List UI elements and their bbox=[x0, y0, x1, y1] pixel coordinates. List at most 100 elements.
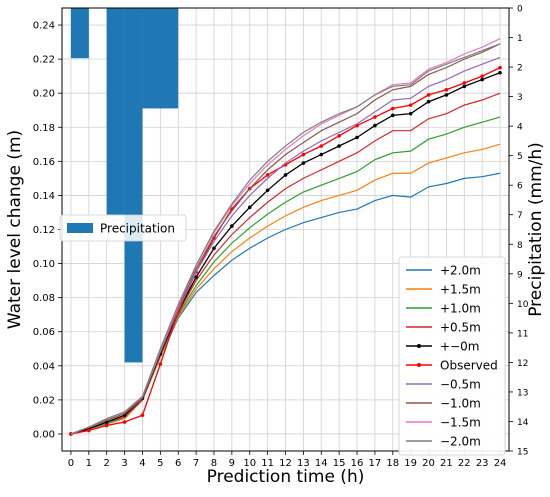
y2-tick-label: 13 bbox=[517, 388, 528, 398]
series-point bbox=[444, 93, 449, 97]
x-tick-label: 1 bbox=[86, 458, 92, 469]
series-point bbox=[373, 123, 377, 128]
y2-tick-label: 0 bbox=[517, 5, 523, 15]
precipitation-bar bbox=[70, 8, 89, 59]
series-point bbox=[444, 87, 449, 92]
series-point bbox=[265, 188, 270, 193]
y2-tick-label: 9 bbox=[517, 270, 523, 280]
y-tick-label: 0.20 bbox=[33, 89, 55, 100]
x-tick-label: 19 bbox=[404, 458, 417, 469]
series-point bbox=[498, 70, 502, 75]
y2-tick-label: 2 bbox=[517, 64, 523, 74]
x-tick-label: 20 bbox=[422, 458, 435, 469]
precipitation-legend-label: Precipitation bbox=[100, 222, 175, 236]
legend-label: −1.5m bbox=[440, 416, 481, 430]
series-point bbox=[337, 133, 341, 138]
legend-label: +1.5m bbox=[440, 283, 481, 297]
legend-label: −0.5m bbox=[440, 378, 481, 392]
y2-tick-label: 10 bbox=[517, 300, 529, 310]
x-tick-label: 14 bbox=[315, 458, 328, 469]
y2-tick-label: 14 bbox=[517, 418, 529, 428]
x-tick-label: 18 bbox=[386, 458, 399, 469]
precipitation-bars bbox=[70, 8, 179, 363]
x-tick-label: 8 bbox=[211, 458, 217, 469]
y2-tick-label: 1 bbox=[517, 34, 523, 44]
series-point bbox=[104, 423, 109, 428]
series-point bbox=[462, 81, 467, 85]
legend-marker-swatch bbox=[417, 344, 421, 348]
y2-tick-label: 15 bbox=[517, 448, 528, 458]
y2-tick-label: 11 bbox=[517, 329, 528, 339]
legend-label: +1.0m bbox=[440, 302, 481, 316]
series-point bbox=[426, 99, 431, 104]
y-tick-label: 0.14 bbox=[33, 191, 55, 202]
y-tick-label: 0.18 bbox=[33, 123, 55, 134]
y2-tick-label: 6 bbox=[517, 182, 523, 192]
series-point bbox=[158, 362, 163, 366]
x-tick-label: 13 bbox=[297, 458, 310, 469]
y-tick-label: 0.12 bbox=[33, 225, 55, 236]
series-line bbox=[70, 43, 501, 435]
legend-label: +0.5m bbox=[440, 321, 481, 335]
series-point bbox=[140, 413, 145, 418]
series-point bbox=[87, 428, 91, 433]
legend-label: +2.0m bbox=[440, 264, 481, 278]
precipitation-legend-box bbox=[59, 214, 187, 242]
series-point bbox=[498, 65, 502, 70]
series-point bbox=[390, 106, 395, 111]
series-line bbox=[70, 43, 501, 435]
y-tick-label: 0.02 bbox=[33, 395, 55, 406]
x-tick-label: 17 bbox=[369, 458, 382, 469]
y-tick-label: 0.10 bbox=[33, 259, 55, 270]
precipitation-bar bbox=[106, 8, 125, 215]
y2-tick-label: 3 bbox=[517, 93, 523, 103]
x-tick-label: 3 bbox=[121, 458, 127, 469]
y-tick-label: 0.06 bbox=[33, 327, 55, 338]
legend-label: −2.0m bbox=[440, 435, 481, 449]
y2-tick-label: 8 bbox=[517, 241, 523, 251]
x-axis: 0 1 2 3 4 5 6 7 8 9 10 11 12 13 14 15 16 17 18 19 20 21 22 23 24 bbox=[68, 451, 507, 469]
series-point bbox=[212, 246, 216, 251]
series-point bbox=[480, 77, 484, 82]
series-point bbox=[408, 103, 413, 107]
series-point bbox=[319, 152, 324, 157]
precipitation-bar bbox=[142, 8, 179, 109]
series-point bbox=[462, 84, 467, 89]
x-tick-label: 12 bbox=[279, 458, 292, 469]
y-axis-label: Water level change (m) bbox=[5, 130, 25, 329]
y2-tick-label: 7 bbox=[517, 211, 523, 221]
legend-label: −1.0m bbox=[440, 397, 481, 411]
y-tick-label: 0.04 bbox=[33, 361, 55, 372]
series-point bbox=[355, 135, 359, 140]
series-point bbox=[194, 275, 198, 280]
series-point bbox=[373, 115, 377, 119]
series-point bbox=[265, 173, 270, 177]
series-point bbox=[230, 224, 234, 228]
x-tick-label: 22 bbox=[458, 458, 471, 469]
y2-tick-label: 4 bbox=[517, 123, 523, 133]
series-point bbox=[247, 205, 252, 210]
x-tick-label: 5 bbox=[157, 458, 163, 469]
legend-label: Observed bbox=[440, 359, 498, 373]
y-tick-label: 0.24 bbox=[33, 21, 55, 32]
series-point bbox=[480, 74, 484, 78]
precipitation-legend: Precipitation bbox=[59, 214, 187, 242]
x-tick-label: 2 bbox=[104, 458, 110, 469]
series-point bbox=[122, 420, 127, 424]
y2-axis-label: Precipitation (mm/h) bbox=[526, 142, 546, 317]
legend-marker-swatch bbox=[417, 363, 421, 367]
x-tick-label: 11 bbox=[261, 458, 274, 469]
y2-tick-label: 5 bbox=[517, 152, 523, 162]
series-point bbox=[301, 161, 306, 165]
series-point bbox=[337, 144, 341, 148]
x-tick-label: 24 bbox=[494, 458, 507, 469]
series-lines bbox=[69, 38, 502, 436]
legend-label: +−0m bbox=[440, 340, 479, 354]
series-point bbox=[319, 144, 324, 148]
x-tick-label: 10 bbox=[243, 458, 256, 469]
series-point bbox=[301, 152, 306, 157]
series-point bbox=[408, 111, 413, 116]
